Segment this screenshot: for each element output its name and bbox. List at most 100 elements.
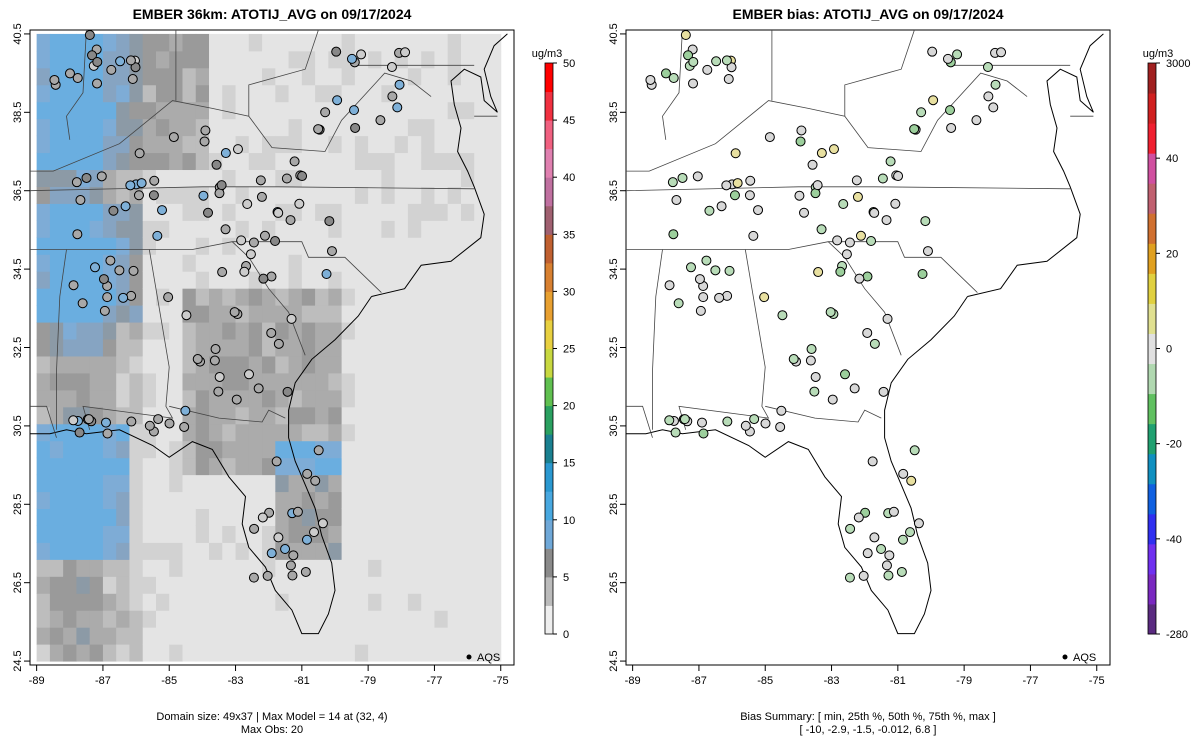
heatmap-cell (301, 288, 316, 306)
heatmap-cell (209, 508, 223, 526)
heatmap-cell (155, 50, 170, 69)
aqs-point (257, 512, 268, 523)
heatmap-cell (394, 203, 409, 221)
heatmap-cell (487, 542, 502, 560)
heatmap-cell (301, 576, 316, 594)
heatmap-cell (102, 593, 117, 611)
aqs-point (310, 475, 321, 486)
aqs-point (853, 512, 864, 523)
heatmap-cell (301, 593, 316, 611)
aqs-point (660, 68, 671, 79)
heatmap-cell (354, 508, 369, 526)
heatmap-cell (89, 457, 104, 476)
heatmap-cell (36, 457, 51, 476)
aqs-point (92, 56, 103, 67)
heatmap-cell (328, 440, 343, 459)
heatmap-cell (129, 576, 144, 594)
heatmap-cell (315, 339, 329, 357)
aqs-point (667, 177, 678, 188)
heatmap-cell (182, 559, 197, 577)
heatmap-cell (89, 508, 104, 526)
heatmap-cell (129, 389, 144, 408)
aqs-point (266, 548, 277, 559)
colorbar-segment (1148, 213, 1156, 244)
heatmap-cell (394, 593, 409, 611)
heatmap-cell (209, 50, 223, 69)
colorbar-segment (1148, 573, 1156, 605)
heatmap-cell (447, 474, 462, 493)
heatmap-cell (460, 627, 475, 645)
heatmap-cell (222, 576, 237, 594)
bias-y-tick-label: 36.5 (608, 180, 620, 201)
heatmap-cell (434, 423, 449, 442)
heatmap-cell (354, 542, 369, 560)
heatmap-cell (301, 33, 316, 52)
aqs-point (297, 171, 308, 182)
heatmap-cell (474, 288, 488, 306)
heatmap-cell (222, 423, 237, 442)
heatmap-cell (142, 542, 157, 560)
heatmap-cell (76, 372, 91, 391)
heatmap-cell (182, 118, 197, 137)
colorbar-segment (1148, 543, 1156, 575)
heatmap-cell (275, 508, 290, 526)
heatmap-cell (301, 186, 316, 204)
heatmap-cell (381, 101, 396, 120)
heatmap-cell (155, 508, 170, 526)
heatmap-cell (89, 220, 104, 238)
heatmap-cell (381, 339, 396, 357)
heatmap-cell (421, 254, 435, 272)
heatmap-cell (368, 186, 382, 204)
aqs-point (844, 572, 855, 583)
aqs-point (909, 124, 920, 135)
heatmap-cell (155, 152, 170, 171)
heatmap-cell (36, 542, 51, 560)
heatmap-cell (116, 186, 130, 204)
heatmap-cell (487, 339, 502, 357)
aqs-point (106, 64, 117, 75)
aqs-point (704, 205, 715, 216)
heatmap-cell (447, 33, 462, 52)
state-border (827, 241, 902, 356)
aqs-point (701, 255, 712, 266)
heatmap-cell (421, 525, 435, 543)
colorbar-segment (545, 405, 553, 435)
heatmap-cell (341, 339, 356, 357)
heatmap-cell (447, 220, 462, 238)
aqs-point (126, 416, 137, 427)
aqs-point (927, 46, 938, 57)
aqs-point (898, 468, 909, 479)
aqs-point (810, 371, 821, 382)
heatmap-cell (63, 440, 77, 459)
heatmap-cell (275, 186, 290, 204)
heatmap-cell (460, 355, 475, 374)
heatmap-cell (288, 491, 303, 510)
heatmap-cell (301, 440, 316, 459)
heatmap-cell (182, 237, 197, 255)
aqs-point (281, 173, 292, 184)
heatmap-cell (129, 237, 144, 255)
aqs-point (710, 265, 721, 276)
heatmap-cell (487, 169, 502, 187)
heatmap-cell (222, 491, 237, 510)
heatmap-cell (381, 542, 396, 560)
heatmap-cell (368, 508, 382, 526)
heatmap-cell (195, 627, 210, 645)
heatmap-cell (315, 406, 329, 425)
bias-panel: EMBER bias: ATOTIJ_AVG on 09/17/2024 -89… (608, 6, 1111, 736)
heatmap-cell (328, 372, 343, 391)
heatmap-cell (288, 135, 303, 154)
heatmap-cell (262, 152, 276, 171)
colorbar-segment (545, 177, 553, 207)
heatmap-cell (341, 305, 356, 323)
aqs-point (288, 550, 299, 561)
heatmap-cell (341, 254, 356, 272)
heatmap-cell (155, 135, 170, 154)
heatmap-cell (474, 186, 488, 204)
heatmap-cell (474, 627, 488, 645)
aqs-point (49, 74, 60, 85)
aqs-point (744, 190, 755, 201)
colorbar-tick-label: 20 (563, 401, 575, 413)
bias-y-tick-label: 40.5 (608, 23, 620, 44)
heatmap-cell (434, 339, 449, 357)
